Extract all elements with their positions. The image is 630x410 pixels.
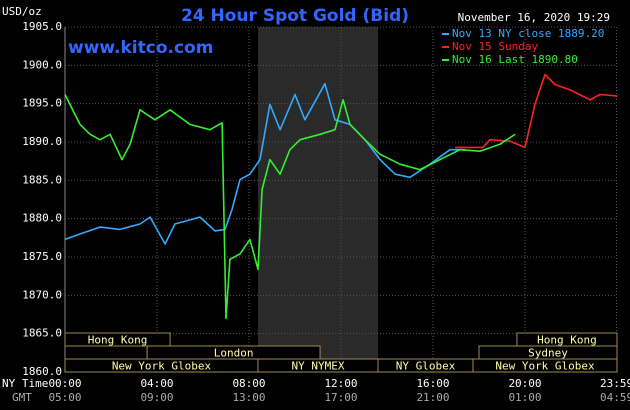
legend-label: Nov 15 Sunday xyxy=(452,40,538,53)
x-tick-label: 00:00 xyxy=(48,377,81,390)
x-tick-label: 23:59 xyxy=(600,377,630,390)
lines-layer xyxy=(64,73,618,320)
session-label: Hong Kong xyxy=(537,334,597,347)
session-label: New York Globex xyxy=(495,360,595,373)
x-tick-label: 20:00 xyxy=(508,377,541,390)
x2-tick-label: 04:59 xyxy=(600,391,630,404)
x-tick-label: 16:00 xyxy=(416,377,449,390)
y-tick-label: 1880.0 xyxy=(22,212,62,225)
legend-label: Nov 13 NY close 1889.20 xyxy=(452,27,604,40)
session-label: NY NYMEX xyxy=(292,360,345,373)
x-tick-label: 08:00 xyxy=(232,377,265,390)
chart-title: 24 Hour Spot Gold (Bid) xyxy=(181,6,409,26)
y-tick-label: 1890.0 xyxy=(22,135,62,148)
x2-tick-label: 17:00 xyxy=(324,391,357,404)
y-tick-label: 1865.0 xyxy=(22,327,62,340)
session-label: Sydney xyxy=(528,347,568,360)
session-shade xyxy=(257,27,379,372)
x2-axis-label: GMT xyxy=(12,391,32,404)
x2-tick-label: 01:00 xyxy=(508,391,541,404)
y-tick-label: 1875.0 xyxy=(22,250,62,263)
y-tick-label: 1860.0 xyxy=(22,365,62,378)
x-tick-label: 12:00 xyxy=(324,377,357,390)
y-tick-label: 1905.0 xyxy=(22,20,62,33)
watermark: www.kitco.com xyxy=(68,38,213,58)
price-line xyxy=(64,82,465,245)
legend-label: Nov 16 Last 1890.80 xyxy=(452,53,578,66)
x-tick-label: 04:00 xyxy=(140,377,173,390)
y-tick-label: 1895.0 xyxy=(22,97,62,110)
y-tick-label: 1870.0 xyxy=(22,288,62,301)
price-line xyxy=(455,73,618,149)
session-box xyxy=(472,358,618,373)
session-label: New York Globex xyxy=(112,360,212,373)
y-tick-label: 1885.0 xyxy=(22,173,62,186)
x2-tick-label: 21:00 xyxy=(416,391,449,404)
text-layer: USD/oz 24 Hour Spot Gold (Bid) www.kitco… xyxy=(2,5,630,404)
session-label: London xyxy=(214,347,254,360)
shade-layer xyxy=(257,27,379,372)
x2-tick-label: 05:00 xyxy=(48,391,81,404)
session-label: NY Globex xyxy=(396,360,456,373)
price-line xyxy=(64,94,516,320)
session-label: Hong Kong xyxy=(88,334,148,347)
x-axis-label: NY Time xyxy=(2,377,48,390)
timestamp: November 16, 2020 19:29 xyxy=(458,11,610,24)
x2-tick-label: 09:00 xyxy=(140,391,173,404)
x2-tick-label: 13:00 xyxy=(232,391,265,404)
y-tick-label: 1900.0 xyxy=(22,58,62,71)
y-axis-label: USD/oz xyxy=(2,5,42,18)
session-box xyxy=(64,332,171,347)
